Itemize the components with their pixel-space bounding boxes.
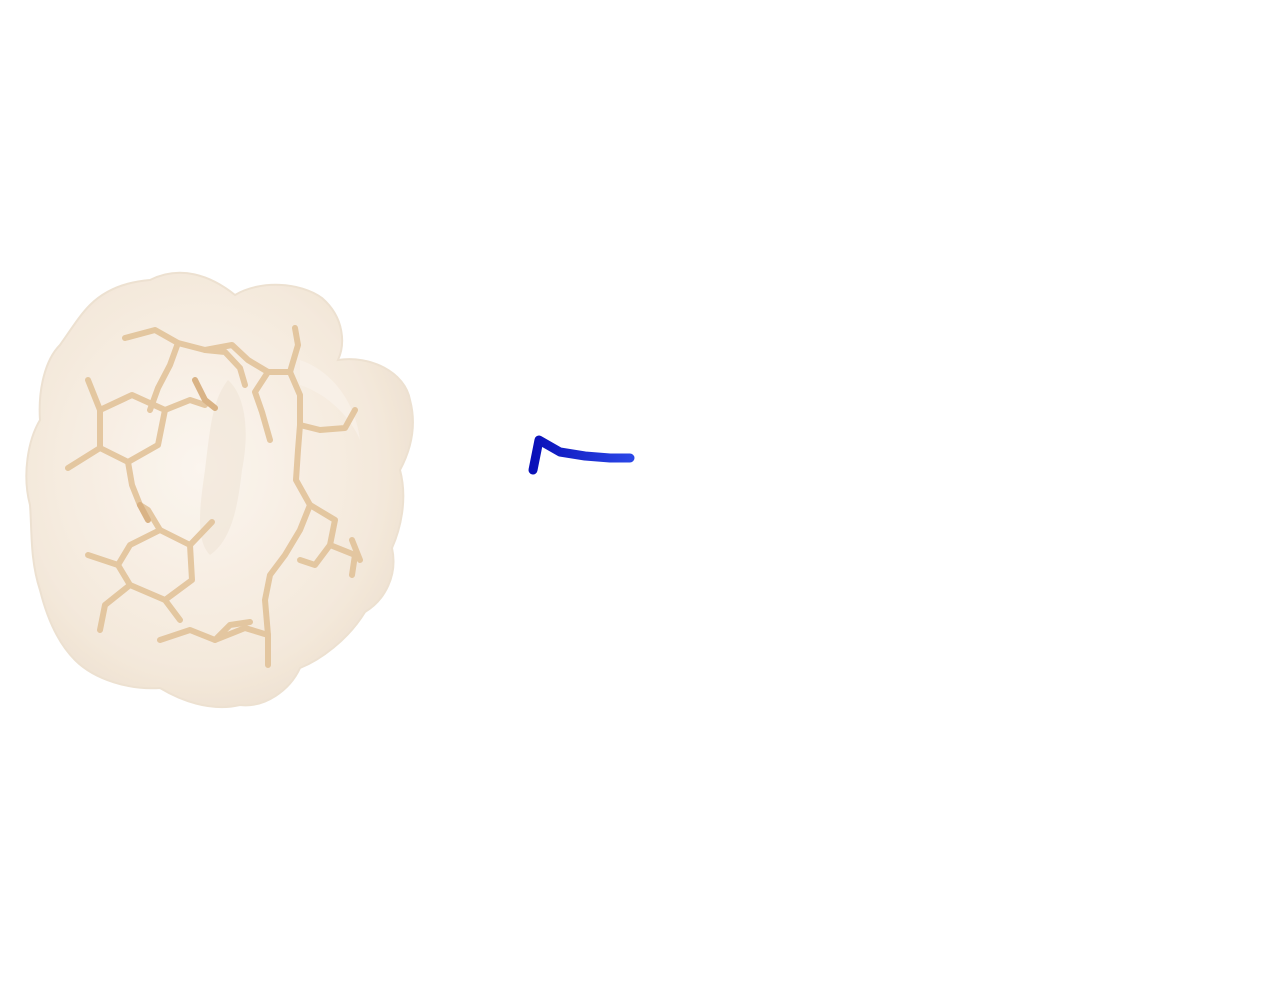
ligand-stick-fragment [528, 435, 635, 475]
peptide-stick-model [65, 325, 363, 668]
peptide-foreground-sticks [137, 377, 218, 523]
molecular-surface [25, 271, 414, 709]
